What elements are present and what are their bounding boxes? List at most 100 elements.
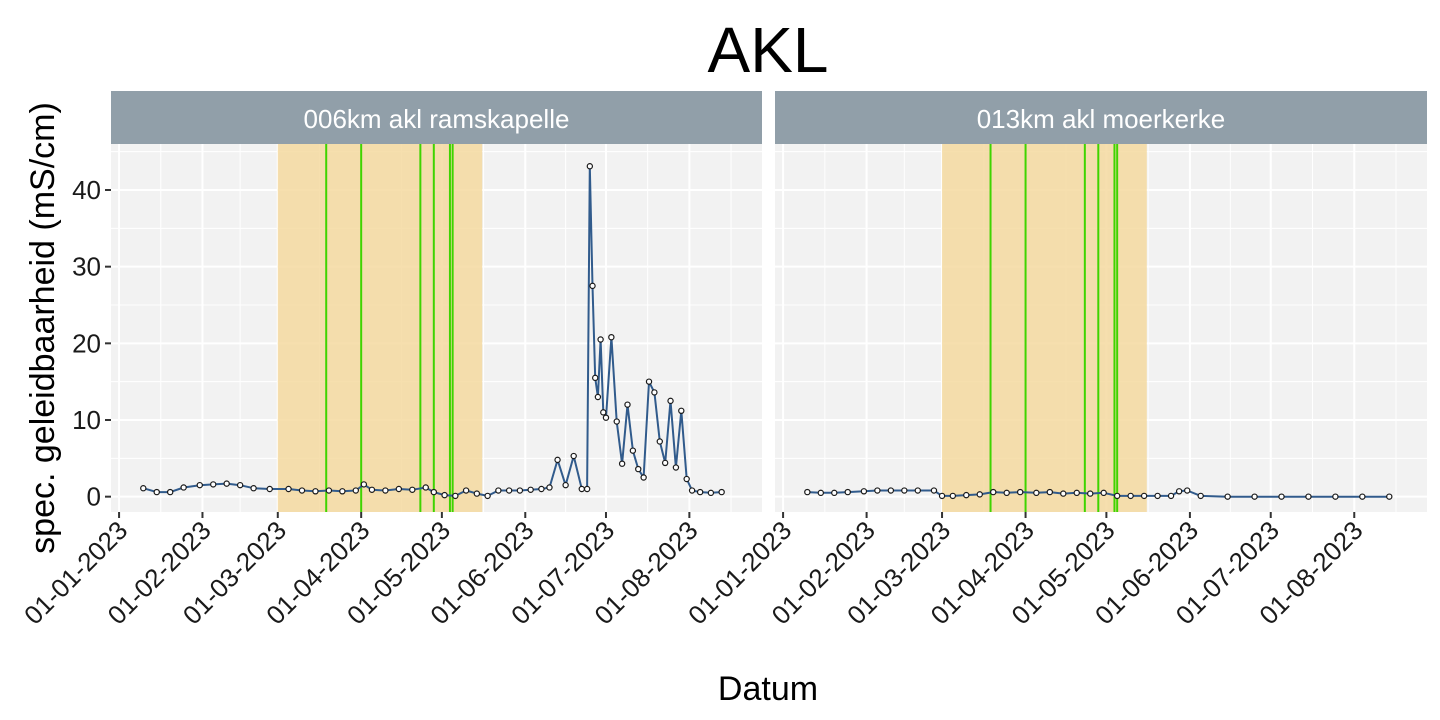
data-point: [1033, 489, 1040, 497]
data-point: [651, 389, 658, 396]
data-point: [339, 488, 346, 495]
data-point: [672, 464, 680, 471]
data-point: [635, 465, 642, 473]
data-point: [1003, 489, 1010, 497]
data-point: [718, 488, 725, 496]
data-point: [1332, 493, 1339, 500]
data-point: [624, 401, 631, 408]
data-point: [914, 487, 921, 494]
data-point: [484, 492, 491, 500]
x-axis-title: Datum: [718, 670, 818, 708]
data-point: [495, 487, 502, 494]
data-point: [180, 484, 187, 491]
data-point: [1197, 492, 1204, 500]
data-point: [592, 374, 599, 382]
data-point: [570, 452, 577, 460]
data-point: [368, 486, 376, 493]
data-point: [963, 491, 970, 499]
y-axis-title: spec. geleidbaarheid (mS/cm): [24, 102, 62, 554]
data-point: [250, 485, 257, 492]
data-point: [578, 485, 585, 493]
data-point: [395, 485, 403, 493]
data-point: [546, 484, 553, 491]
data-point: [1305, 493, 1312, 500]
facet-strip: [775, 91, 1427, 144]
data-point: [586, 163, 594, 170]
data-point: [887, 487, 895, 494]
data-point: [153, 488, 160, 496]
data-point: [285, 485, 292, 493]
data-point: [901, 487, 908, 494]
data-point: [1113, 492, 1121, 500]
data-point: [1100, 489, 1107, 497]
data-point: [554, 456, 561, 464]
data-point: [1127, 492, 1134, 500]
chart-title: AKL: [708, 14, 829, 86]
data-point: [1016, 488, 1024, 496]
data-point: [817, 489, 825, 497]
data-point: [210, 481, 217, 488]
data-point: [360, 481, 368, 488]
data-point: [683, 475, 690, 483]
data-point: [629, 447, 637, 454]
data-point: [1154, 492, 1161, 500]
data-point: [516, 487, 524, 494]
data-point: [1251, 493, 1258, 500]
data-point: [707, 489, 715, 497]
data-point: [1359, 493, 1366, 500]
data-point: [860, 488, 868, 495]
data-point: [196, 481, 203, 489]
facet-strip-label: 006km akl ramskapelle: [304, 104, 570, 134]
data-point: [1184, 487, 1191, 494]
data-point: [597, 336, 604, 343]
y-tick-label: 10: [72, 405, 101, 435]
data-point: [618, 460, 626, 467]
data-point: [1087, 490, 1094, 497]
data-point: [602, 414, 610, 421]
data-point: [678, 407, 685, 414]
data-point: [140, 485, 147, 492]
data-point: [422, 484, 429, 491]
data-point: [1167, 492, 1175, 500]
data-point: [352, 487, 359, 494]
data-point: [583, 485, 591, 493]
data-point: [1046, 488, 1054, 496]
data-point: [613, 418, 620, 425]
data-point: [462, 487, 470, 494]
data-point: [645, 378, 653, 385]
data-point: [656, 438, 663, 445]
data-point: [538, 485, 545, 493]
shaded-period: [277, 144, 483, 512]
data-point: [667, 397, 674, 405]
facet-strip-label: 013km akl moerkerke: [977, 104, 1226, 134]
facet-panels: 006km akl ramskapelle01020304001-01-2023…: [18, 91, 1427, 630]
data-point: [976, 491, 983, 498]
data-point: [505, 487, 513, 494]
data-point: [298, 487, 306, 494]
facet-panel: 013km akl moerkerke01-01-202301-02-20230…: [682, 91, 1427, 630]
y-tick-label: 0: [87, 482, 101, 512]
y-tick-label: 20: [72, 328, 101, 358]
data-point: [696, 488, 704, 496]
data-point: [312, 488, 319, 495]
data-point: [594, 393, 602, 401]
data-point: [430, 488, 438, 496]
data-point: [661, 459, 669, 467]
data-point: [990, 488, 997, 496]
data-point: [589, 282, 596, 290]
data-point: [409, 486, 416, 493]
data-point: [441, 491, 448, 499]
data-point: [1073, 489, 1080, 497]
data-point: [608, 334, 615, 341]
data-point: [1060, 490, 1067, 497]
data-point: [949, 492, 957, 500]
y-tick-label: 40: [72, 175, 101, 205]
data-point: [266, 485, 273, 493]
data-point: [874, 487, 881, 494]
data-point: [1224, 493, 1231, 500]
data-point: [1175, 488, 1183, 495]
data-point: [223, 480, 230, 487]
data-point: [930, 487, 938, 494]
data-point: [236, 481, 244, 489]
data-point: [938, 492, 946, 500]
